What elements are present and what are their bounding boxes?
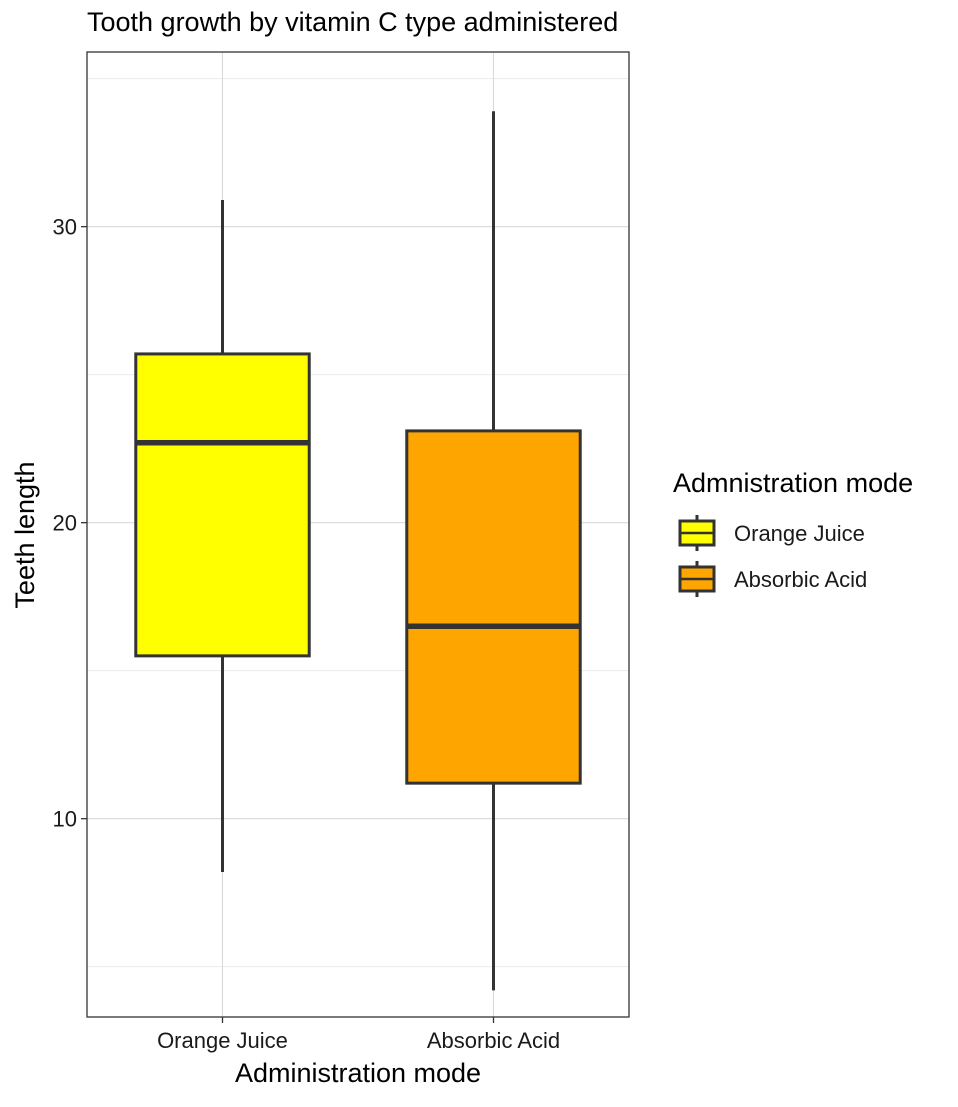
x-axis-title: Administration mode xyxy=(235,1058,481,1088)
boxplot-absorbic-acid xyxy=(405,111,582,991)
legend-entry-absorbic-acid: Absorbic Acid xyxy=(678,561,867,597)
box xyxy=(134,352,311,658)
y-tick-label: 20 xyxy=(53,511,77,536)
x-tick-label: Orange Juice xyxy=(157,1028,288,1053)
legend-title: Admnistration mode xyxy=(673,468,913,498)
y-tick-label: 30 xyxy=(53,215,77,240)
box xyxy=(405,429,582,785)
legend-entry-label: Orange Juice xyxy=(734,521,865,546)
legend-entry-label: Absorbic Acid xyxy=(734,567,867,592)
axes-layer: 10 20 30 Orange Juice Absorbic Acid xyxy=(53,215,561,1053)
y-axis-title: Teeth length xyxy=(10,461,40,608)
y-tick-label: 10 xyxy=(53,807,77,832)
boxes-layer xyxy=(134,111,582,991)
boxplot-orange-juice xyxy=(134,200,311,872)
chart-title: Tooth growth by vitamin C type administe… xyxy=(87,7,618,37)
legend: Admnistration mode Orange Juice Absorbic … xyxy=(673,468,913,597)
legend-entry-orange-juice: Orange Juice xyxy=(678,515,865,551)
legend-entries: Orange Juice Absorbic Acid xyxy=(678,515,867,597)
plot-panel-border xyxy=(86,51,630,1018)
x-tick-label: Absorbic Acid xyxy=(427,1028,560,1053)
